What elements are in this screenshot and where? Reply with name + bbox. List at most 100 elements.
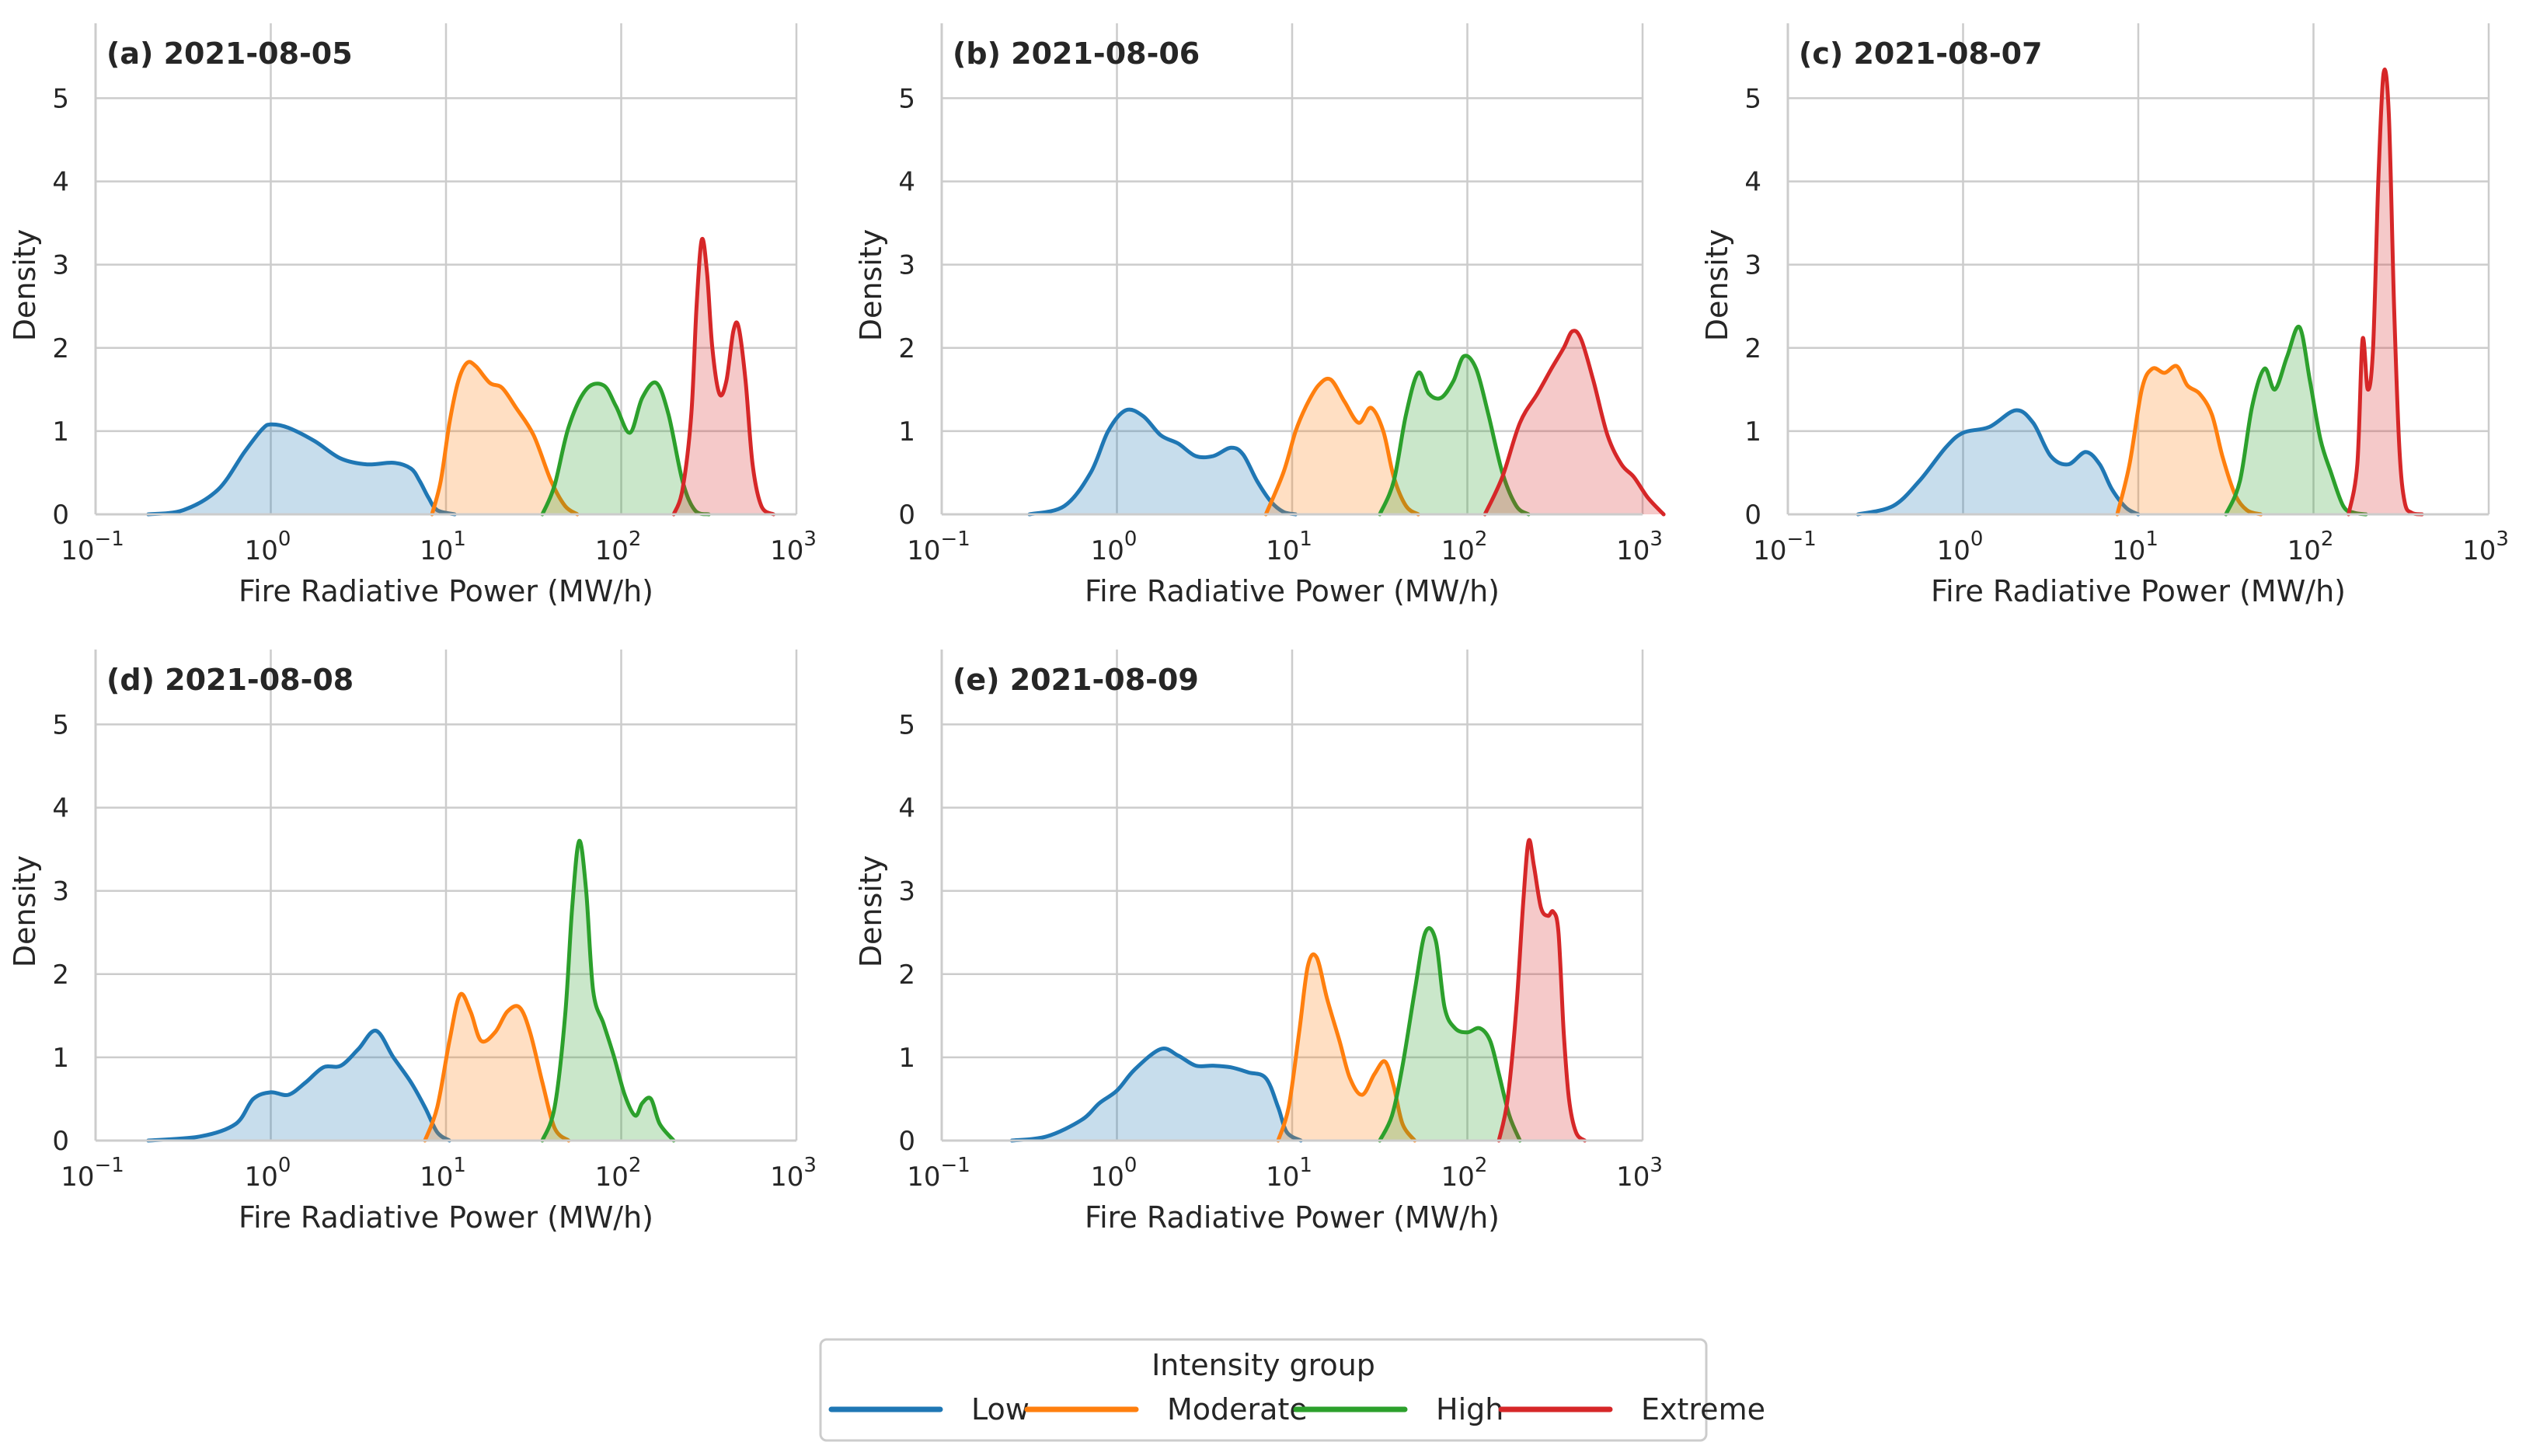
- x-tick-label: 102: [1441, 1154, 1488, 1193]
- series-line-low: [146, 422, 457, 517]
- x-axis-label: Fire Radiative Power (MW/h): [239, 1200, 653, 1235]
- x-tick-base: 10: [61, 535, 94, 566]
- series-area-low: [1858, 410, 2138, 514]
- x-tick-exponent: 3: [803, 528, 817, 551]
- x-tick-base: 10: [1091, 1162, 1124, 1193]
- x-tick-label: 10−1: [61, 528, 124, 566]
- x-tick-base: 10: [1441, 1162, 1475, 1193]
- x-tick-base: 10: [1091, 535, 1124, 566]
- series-area-high: [1379, 355, 1529, 514]
- series-line-high: [540, 838, 676, 1143]
- x-tick-exponent: 2: [629, 1154, 642, 1177]
- series-area-moderate: [1278, 954, 1415, 1141]
- y-tick-label: 4: [898, 167, 915, 198]
- series-area-moderate: [424, 994, 569, 1141]
- series-line-low: [1009, 1047, 1303, 1143]
- x-tick-label: 103: [770, 1154, 817, 1193]
- x-tick-exponent: 0: [278, 528, 291, 551]
- series-area-extreme: [2348, 69, 2423, 514]
- series-area-high: [2225, 326, 2367, 514]
- x-tick-label: 101: [420, 1154, 466, 1193]
- x-tick-label: 103: [1616, 528, 1663, 566]
- x-tick-base: 10: [595, 535, 629, 566]
- x-tick-exponent: 1: [453, 1154, 466, 1177]
- x-axis-label: Fire Radiative Power (MW/h): [1085, 574, 1500, 608]
- y-tick-label: 1: [1744, 416, 1761, 448]
- x-tick-label: 101: [2112, 528, 2158, 566]
- x-tick-label: 100: [1091, 528, 1138, 566]
- x-tick-exponent: −1: [940, 1154, 970, 1177]
- series-line-low: [1027, 407, 1298, 517]
- y-tick-label: 1: [52, 1043, 69, 1074]
- y-tick-label: 4: [1744, 167, 1761, 198]
- y-tick-label: 2: [1744, 333, 1761, 364]
- y-tick-label: 4: [52, 167, 69, 198]
- y-tick-label: 2: [52, 333, 69, 364]
- x-tick-exponent: −1: [94, 528, 124, 551]
- x-tick-label: 100: [1937, 528, 1984, 566]
- legend: Intensity group Low Moderate High Extreme: [819, 1338, 1765, 1442]
- x-tick-exponent: 0: [1124, 1154, 1138, 1177]
- x-tick-label: 10−1: [907, 1154, 970, 1193]
- panel-title: (d) 2021-08-08: [106, 663, 354, 697]
- y-tick-label: 1: [52, 416, 69, 448]
- x-tick-exponent: 3: [803, 1154, 817, 1177]
- x-tick-base: 10: [2287, 535, 2321, 566]
- series-line-extreme: [671, 236, 776, 517]
- y-tick-label: 4: [52, 793, 69, 824]
- y-tick-label: 2: [898, 333, 915, 364]
- x-tick-exponent: 2: [2321, 528, 2334, 551]
- y-tick-label: 0: [1744, 500, 1761, 531]
- y-axis-label: Density: [8, 855, 42, 967]
- x-tick-exponent: 3: [1650, 1154, 1663, 1177]
- legend-frame: [819, 1338, 1708, 1442]
- y-tick-label: 0: [52, 500, 69, 531]
- y-tick-label: 5: [52, 83, 69, 114]
- panel-title: (b) 2021-08-06: [953, 37, 1200, 71]
- x-tick-base: 10: [420, 1162, 453, 1193]
- y-tick-label: 1: [898, 416, 915, 448]
- x-tick-base: 10: [770, 535, 803, 566]
- series-area-extreme: [1499, 840, 1585, 1141]
- x-tick-base: 10: [1616, 1162, 1650, 1193]
- series-line-moderate: [1276, 952, 1417, 1143]
- y-tick-label: 1: [898, 1043, 915, 1074]
- panel-title: (a) 2021-08-05: [106, 37, 353, 71]
- x-tick-label: 100: [1091, 1154, 1138, 1193]
- x-tick-base: 10: [1441, 535, 1475, 566]
- y-tick-label: 4: [898, 793, 915, 824]
- x-tick-label: 10−1: [907, 528, 970, 566]
- x-tick-exponent: 0: [1970, 528, 1984, 551]
- x-axis-label: Fire Radiative Power (MW/h): [239, 574, 653, 608]
- y-tick-label: 0: [52, 1126, 69, 1157]
- x-tick-label: 10−1: [1753, 528, 1817, 566]
- series-area-high: [1379, 928, 1521, 1141]
- y-tick-label: 3: [1744, 250, 1761, 281]
- y-tick-label: 2: [898, 960, 915, 991]
- x-axis-label: Fire Radiative Power (MW/h): [1931, 574, 2346, 608]
- x-axis-label: Fire Radiative Power (MW/h): [1085, 1200, 1500, 1235]
- x-tick-exponent: 2: [1475, 1154, 1488, 1177]
- y-axis-label: Density: [854, 855, 888, 967]
- x-tick-base: 10: [61, 1162, 94, 1193]
- y-axis-label: Density: [1700, 229, 1734, 341]
- y-tick-label: 3: [898, 876, 915, 907]
- x-tick-exponent: 3: [1650, 528, 1663, 551]
- y-tick-label: 3: [52, 250, 69, 281]
- x-tick-label: 101: [420, 528, 466, 566]
- x-tick-label: 101: [1266, 528, 1312, 566]
- y-axis-label: Density: [8, 229, 42, 341]
- x-tick-exponent: −1: [1786, 528, 1816, 551]
- x-tick-label: 100: [245, 1154, 291, 1193]
- x-tick-label: 101: [1266, 1154, 1312, 1193]
- legend-label-low: Low: [971, 1392, 1030, 1426]
- y-tick-label: 5: [52, 709, 69, 740]
- x-tick-base: 10: [420, 535, 453, 566]
- y-tick-label: 5: [1744, 83, 1761, 114]
- legend-label-extreme: Extreme: [1641, 1392, 1765, 1426]
